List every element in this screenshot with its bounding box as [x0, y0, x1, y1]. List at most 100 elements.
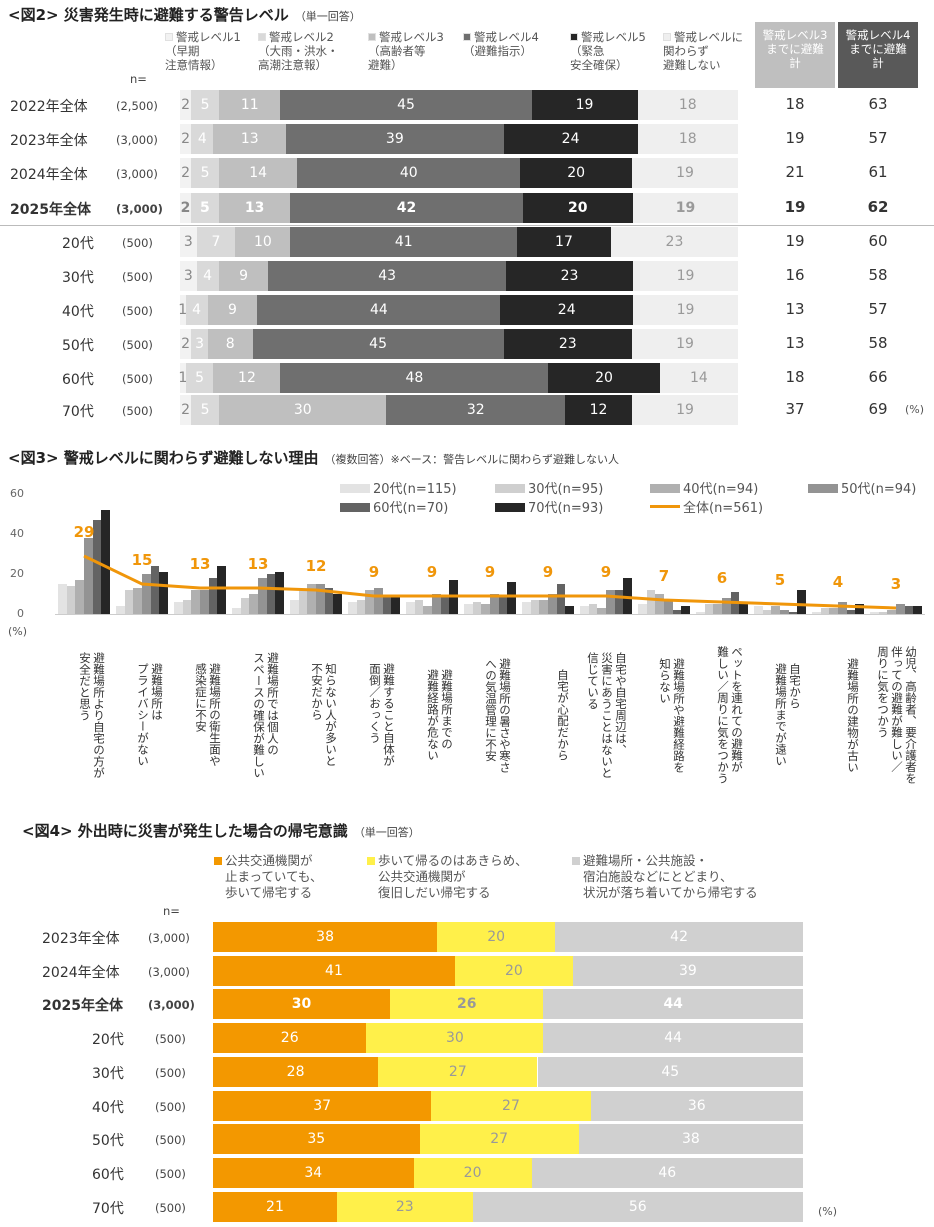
line-data-label: 9 — [542, 563, 554, 581]
overall-line-chart — [83, 554, 897, 610]
fig3-legend-item: 50代(n=94) — [808, 482, 916, 498]
bar-segment: 3 — [191, 329, 208, 359]
row-label: 20代 — [62, 236, 94, 252]
legend-swatch-icon — [367, 857, 375, 865]
bar-30代 — [124, 590, 134, 614]
sum3-header: 警戒レベル3 までに避難 計 — [755, 22, 835, 88]
bar-60代 — [498, 596, 508, 614]
stacked-bar: 2 4 13 39 24 18 — [180, 124, 738, 154]
row-label: 2024年全体 — [10, 167, 88, 183]
fig3-legend-item: 60代(n=70) — [340, 501, 448, 517]
y-tick-label: 60 — [10, 487, 24, 500]
sum3-value: 16 — [785, 266, 805, 284]
bar-60代 — [556, 584, 566, 614]
bar-segment: 20 — [548, 363, 660, 393]
sum3-value: 13 — [785, 300, 805, 318]
stacked-bar: 26 30 44 — [213, 1023, 803, 1054]
bar-segment: 5 — [185, 363, 214, 393]
fig2-legend-label: 警戒レベル4 （避難指示） — [463, 30, 539, 58]
bar-segment: 30 — [366, 1023, 544, 1054]
bar-30代 — [240, 598, 250, 614]
row-n: (500) — [155, 1166, 186, 1181]
bar-segment: 43 — [268, 261, 506, 291]
category-label: 避難場所は プライバシーがない — [136, 663, 164, 767]
line-data-label: 12 — [305, 557, 327, 575]
bar-40代 — [655, 594, 664, 614]
legend-swatch-icon — [368, 33, 376, 41]
bar-segment: 17 — [517, 227, 611, 257]
fig2-subtitle: （単一回答） — [294, 10, 361, 23]
row-n: (3,000) — [148, 964, 190, 979]
legend-swatch-icon — [214, 857, 222, 865]
bar-segment: 4 — [185, 295, 208, 325]
legend-line-icon — [650, 505, 680, 508]
row-label: 70代 — [62, 404, 94, 420]
bar-50代 — [258, 578, 267, 614]
bar-30代 — [414, 600, 424, 614]
row-n: (3,000) — [116, 133, 158, 147]
bar-segment: 14 — [219, 158, 298, 188]
bar-segment: 10 — [235, 227, 291, 257]
bar-segment: 3 — [180, 261, 197, 291]
bar-50代 — [316, 584, 325, 614]
bar-70代 — [739, 604, 749, 614]
bar-20代 — [637, 604, 647, 614]
sum4-header: 警戒レベル4 までに避難 計 — [838, 22, 918, 88]
bar-20代 — [231, 608, 241, 614]
fig4-n-label: n= — [163, 904, 180, 918]
bar-20代 — [579, 606, 589, 614]
bar-segment: 2 — [180, 90, 192, 120]
stacked-bar: 3 7 10 41 17 23 — [180, 227, 738, 257]
category-label: 避難場所の建物が古い — [846, 657, 860, 773]
row-label: 2022年全体 — [10, 99, 88, 115]
bar-segment: 27 — [431, 1090, 591, 1121]
bar-segment: 20 — [520, 158, 632, 188]
bar-40代 — [829, 608, 838, 614]
row-label: 40代 — [92, 1099, 124, 1116]
fig3-title: <図3> 警戒レベルに関わらず避難しない理由 （複数回答）※ベース：警告レベルに関… — [8, 447, 619, 468]
fig4-title-text: <図4> 外出時に災害が発生した場合の帰宅意識 — [22, 822, 348, 840]
row-n: (500) — [122, 236, 153, 250]
row-label: 70代 — [92, 1200, 124, 1217]
fig2-n-label: n= — [130, 72, 147, 86]
bar-segment: 12 — [213, 363, 281, 393]
stacked-bar: 38 20 42 — [213, 922, 803, 952]
bar-20代 — [347, 602, 357, 614]
bar-segment: 48 — [280, 363, 549, 393]
row-n: (500) — [122, 338, 153, 352]
bar-70代 — [565, 606, 575, 614]
fig3-legend-label: 40代(n=94) — [683, 482, 759, 497]
bar-segment: 28 — [213, 1056, 379, 1087]
bar-segment: 37 — [213, 1090, 432, 1121]
stacked-bar: 2 5 30 32 12 19 — [180, 395, 738, 425]
bar-segment: 23 — [336, 1191, 473, 1222]
bar-70代 — [101, 510, 111, 614]
bar-segment: 26 — [213, 1023, 367, 1054]
bar-60代 — [208, 578, 218, 614]
sum3-value: 19 — [785, 129, 805, 147]
bar-segment: 2 — [180, 329, 192, 359]
fig3-legend-label: 20代(n=115) — [373, 482, 457, 497]
line-data-label: 6 — [716, 569, 728, 587]
row-n: (500) — [155, 1065, 186, 1080]
row-n: (500) — [155, 1133, 186, 1148]
fig4-legend-item: 公共交通機関が 止まっていても、 歩いて帰宅する — [214, 853, 323, 901]
row-n: (3,000) — [148, 998, 195, 1013]
row-label: 2023年全体 — [10, 133, 88, 149]
bar-segment: 44 — [257, 295, 501, 325]
bar-50代 — [838, 602, 847, 614]
bar-30代 — [356, 600, 366, 614]
bar-60代 — [672, 610, 682, 614]
sum3-value: 21 — [785, 163, 805, 181]
bar-20代 — [115, 606, 125, 614]
row-label: 30代 — [92, 1065, 124, 1082]
x-axis — [55, 614, 925, 615]
row-n: (500) — [155, 1032, 186, 1047]
bar-segment: 12 — [565, 395, 632, 425]
legend-swatch-icon — [495, 503, 525, 512]
fig4-legend-item: 歩いて帰るのはあきらめ、 公共交通機関が 復旧しだい帰宅する — [367, 853, 528, 901]
bar-segment: 2 — [180, 158, 192, 188]
row-label: 40代 — [62, 304, 94, 320]
legend-swatch-icon — [572, 857, 580, 865]
sum4-value: 62 — [867, 198, 889, 216]
